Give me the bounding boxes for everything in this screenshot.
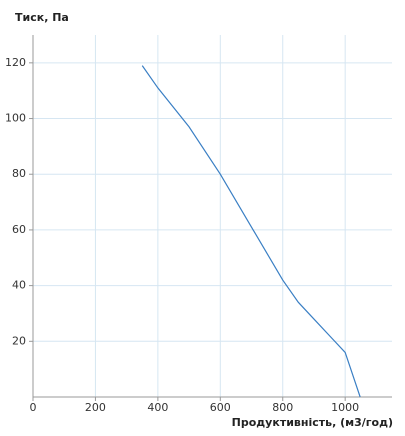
x-tick-label: 600	[210, 401, 231, 414]
x-tick-label: 1000	[331, 401, 359, 414]
x-tick-label: 0	[30, 401, 37, 414]
x-tick-label: 200	[85, 401, 106, 414]
x-tick-label: 800	[272, 401, 293, 414]
y-tick-label: 80	[12, 167, 26, 180]
y-tick-label: 100	[5, 112, 26, 125]
y-tick-label: 40	[12, 279, 26, 292]
data-line	[141, 65, 361, 398]
y-tick-label: 60	[12, 223, 26, 236]
x-axis-label: Продуктивність, (м3/год)	[232, 416, 393, 429]
y-tick-label: 20	[12, 334, 26, 347]
y-tick-label: 120	[5, 56, 26, 69]
chart-title: Тиск, Па	[15, 11, 69, 24]
x-tick-label: 400	[147, 401, 168, 414]
